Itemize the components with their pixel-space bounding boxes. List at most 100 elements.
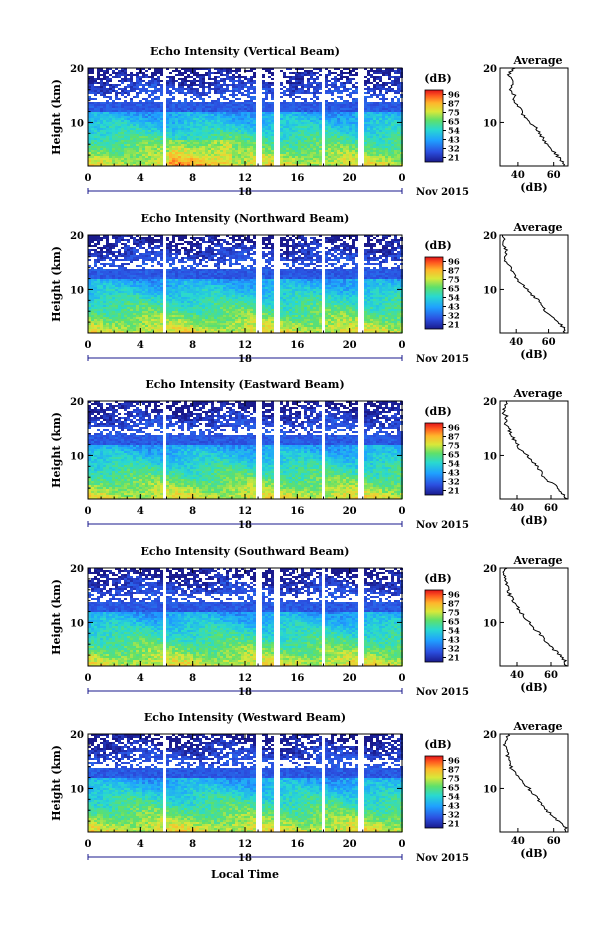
x-tick-label: 4 (137, 173, 144, 184)
profile-y-tick-label: 10 (483, 784, 497, 795)
colorbar-tick-label: 87 (448, 100, 460, 110)
colorbar-tick-label: 96 (448, 424, 460, 434)
profile-x-tick-label: 40 (510, 670, 524, 681)
profile-frame (499, 733, 569, 833)
colorbar-tick-label: 54 (448, 627, 460, 637)
x-tick-label: 20 (343, 173, 357, 184)
y-tick-label: 20 (70, 397, 84, 408)
panel-0: Echo Intensity (Vertical Beam) Height (km… (50, 45, 569, 198)
x-tick-label: 8 (189, 506, 196, 517)
colorbar-tick-label: 96 (448, 591, 460, 601)
x-tick-label: 20 (343, 839, 357, 850)
x-tick-label: 12 (238, 340, 252, 351)
month-label: Nov 2015 (416, 853, 469, 864)
panel-4: Echo Intensity (Westward Beam) Height (km… (50, 711, 569, 864)
profile-y-tick-label: 10 (483, 451, 497, 462)
colorbar-unit: (dB) (424, 572, 451, 585)
x-axis-label: Local Time (211, 868, 279, 881)
colorbar-tick-label: 96 (448, 258, 460, 268)
x-tick-label: 8 (189, 839, 196, 850)
x-tick-label: 8 (189, 673, 196, 684)
colorbar-tick-label: 65 (448, 451, 460, 461)
colorbar-tick-label: 54 (448, 127, 460, 137)
x-tick-label: 4 (137, 506, 144, 517)
profile-line (502, 235, 566, 334)
colorbar-tick-label: 96 (448, 757, 460, 767)
colorbar-unit: (dB) (424, 738, 451, 751)
profile-y-tick-label: 20 (483, 64, 497, 75)
month-label: Nov 2015 (416, 354, 469, 365)
month-label: Nov 2015 (416, 520, 469, 531)
colorbar-tick-label: 87 (448, 766, 460, 776)
y-tick-label: 10 (70, 618, 84, 629)
profile-x-tick-label: 40 (509, 337, 523, 348)
profile-title: Average (512, 221, 562, 234)
x-tick-label: 12 (238, 839, 252, 850)
panel-2: Echo Intensity (Eastward Beam) Height (km… (50, 378, 569, 531)
panel-title: Echo Intensity (Eastward Beam) (145, 378, 344, 391)
profile-y-tick-label: 20 (483, 730, 497, 741)
panel-3: Echo Intensity (Southward Beam) Height (k… (50, 545, 569, 698)
y-axis-label: Height (km) (50, 246, 63, 322)
day-label: 18 (238, 520, 252, 531)
colorbar-tick-label: 43 (448, 802, 460, 812)
profile-x-tick-label: 60 (544, 503, 558, 514)
y-axis-label: Height (km) (50, 79, 63, 155)
colorbar-tick-label: 21 (448, 321, 460, 331)
x-tick-label: 12 (238, 673, 252, 684)
colorbar-tick-label: 32 (448, 811, 460, 821)
colorbar-tick-label: 75 (448, 109, 460, 119)
panel-title: Echo Intensity (Westward Beam) (144, 711, 346, 724)
profile-title: Average (512, 387, 562, 400)
profile-x-tick-label: 60 (542, 337, 556, 348)
profile-x-label: (dB) (520, 514, 547, 527)
colorbar-tick-label: 75 (448, 442, 460, 452)
x-tick-label: 20 (343, 340, 357, 351)
colorbar-tick-label: 75 (448, 609, 460, 619)
panel-title: Echo Intensity (Northward Beam) (141, 212, 350, 225)
panel-1: Echo Intensity (Northward Beam) Height (k… (50, 212, 569, 365)
profile-line (501, 401, 568, 500)
x-tick-label: 20 (343, 506, 357, 517)
profile-x-tick-label: 60 (547, 170, 561, 181)
colorbar-tick-label: 54 (448, 294, 460, 304)
day-label: 18 (238, 354, 252, 365)
colorbar-tick-label: 54 (448, 793, 460, 803)
profile-frame (499, 567, 569, 667)
colorbar-tick-label: 75 (448, 775, 460, 785)
month-label: Nov 2015 (416, 687, 469, 698)
x-tick-label: 0 (85, 506, 92, 517)
colorbar-unit: (dB) (424, 405, 451, 418)
colorbar (424, 422, 444, 496)
colorbar-tick-label: 87 (448, 600, 460, 610)
x-tick-label: 4 (137, 673, 144, 684)
y-tick-label: 10 (70, 784, 84, 795)
x-tick-label: 0 (85, 839, 92, 850)
profile-y-tick-label: 10 (483, 618, 497, 629)
profile-x-tick-label: 40 (510, 503, 524, 514)
colorbar (424, 589, 444, 663)
x-tick-label: 0 (399, 173, 406, 184)
x-tick-label: 0 (399, 839, 406, 850)
colorbar-tick-label: 21 (448, 487, 460, 497)
heatmap-cells (88, 68, 403, 166)
y-axis-label: Height (km) (50, 579, 63, 655)
colorbar-tick-label: 43 (448, 136, 460, 146)
day-label: 18 (238, 187, 252, 198)
x-tick-label: 0 (85, 673, 92, 684)
y-tick-label: 10 (70, 285, 84, 296)
y-tick-label: 20 (70, 564, 84, 575)
profile-line (506, 67, 566, 167)
profile-title: Average (512, 720, 562, 733)
colorbar-tick-label: 21 (448, 820, 460, 830)
colorbar-tick-label: 21 (448, 654, 460, 664)
y-tick-label: 20 (70, 64, 84, 75)
x-tick-label: 12 (238, 173, 252, 184)
colorbar-tick-label: 87 (448, 267, 460, 277)
y-tick-label: 20 (70, 730, 84, 741)
colorbar-tick-label: 32 (448, 312, 460, 322)
profile-x-label: (dB) (520, 847, 547, 860)
colorbar-tick-label: 54 (448, 460, 460, 470)
heatmap-cells (88, 734, 403, 832)
